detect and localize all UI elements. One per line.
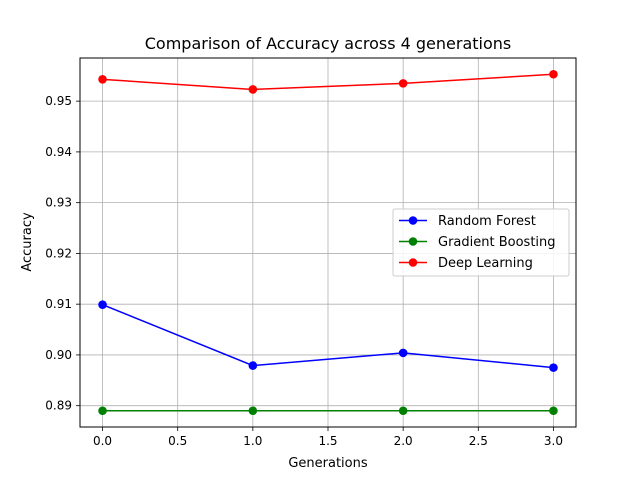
y-tick-label: 0.92: [45, 246, 72, 260]
series-line-deep-learning: [102, 73, 554, 91]
y-tick-label: 0.89: [45, 399, 72, 413]
data-point-random-forest: [549, 363, 558, 372]
data-point-deep-learning: [549, 69, 558, 79]
legend: Random Forest Gradient Boosting Deep Learn…: [392, 208, 570, 277]
axis-ticks: 0.0 0.5 1.0 1.5 2.0 2.5 3.0 0.89 0.90 0.91 0.92 0.9…: [45, 94, 563, 448]
data-point-random-forest: [398, 348, 408, 358]
legend-label-gradient-boosting: Gradient Boosting: [438, 235, 556, 250]
legend-marker-gradient-boosting: [408, 237, 418, 246]
data-point-gradient-boosting: [248, 406, 258, 416]
series-line-random-forest: [102, 303, 554, 369]
x-axis-label: Generations: [288, 456, 368, 471]
x-tick-label: 1.5: [318, 434, 337, 448]
data-point-random-forest: [248, 361, 258, 370]
legend-marker-deep-learning: [408, 258, 418, 267]
legend-label-random-forest: Random Forest: [438, 214, 536, 229]
data-point-gradient-boosting: [398, 406, 408, 416]
y-tick-label: 0.90: [45, 348, 72, 362]
data-point-gradient-boosting: [549, 406, 558, 416]
legend-box: [392, 208, 570, 277]
y-tick-label: 0.93: [45, 196, 72, 210]
x-tick-label: 1.0: [243, 434, 262, 448]
y-tick-label: 0.91: [45, 297, 72, 311]
y-tick-label: 0.95: [45, 94, 72, 108]
data-point-deep-learning: [248, 85, 258, 94]
y-axis-label: Accuracy: [20, 212, 35, 272]
series-group: [98, 69, 558, 416]
x-tick-label: 3.0: [544, 434, 563, 448]
x-tick-label: 0.5: [168, 434, 187, 448]
x-tick-label: 2.5: [469, 434, 488, 448]
y-tick-label: 0.94: [45, 145, 72, 159]
data-point-deep-learning: [398, 79, 408, 88]
data-point-deep-learning: [98, 75, 107, 84]
legend-marker-random-forest: [408, 216, 418, 225]
x-tick-label: 2.0: [394, 434, 413, 448]
x-tick-label: 0.0: [93, 434, 112, 448]
data-point-random-forest: [98, 300, 107, 309]
legend-label-deep-learning: Deep Learning: [438, 256, 533, 271]
data-point-gradient-boosting: [98, 406, 107, 416]
chart-title: Comparison of Accuracy across 4 generati…: [145, 34, 512, 53]
